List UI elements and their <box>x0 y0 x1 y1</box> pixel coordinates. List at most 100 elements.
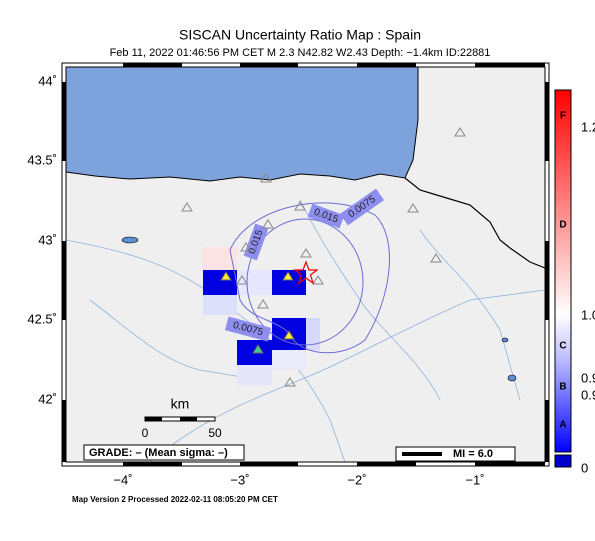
map-shape <box>357 462 416 466</box>
map-shape <box>240 63 298 67</box>
map-shape <box>145 417 162 421</box>
lat-label: 43.5˚ <box>27 152 57 167</box>
map-shape <box>306 318 320 350</box>
river <box>89 299 261 381</box>
map-shape <box>357 63 416 67</box>
lat-label: 44˚ <box>38 73 57 88</box>
lon-label: −3˚ <box>230 472 249 487</box>
map-shape <box>224 316 272 342</box>
map-shape <box>282 271 294 281</box>
map-shape: F D C B A <box>559 111 566 431</box>
epicenter <box>293 260 319 285</box>
contour-labels: 0.0075 0.015 0.015 0.0075 <box>224 188 385 342</box>
map-shape: 0.015 <box>307 203 345 229</box>
map-shape <box>220 271 232 281</box>
map-shape <box>62 82 66 161</box>
scale-unit: km <box>171 396 190 412</box>
map-shape <box>294 201 306 211</box>
map-shape <box>123 63 182 67</box>
grade-label: C <box>559 341 566 352</box>
map-body: 0.0075 0.015 0.015 0.0075 km 0 50 <box>66 67 545 462</box>
map-shape <box>262 219 274 229</box>
map-shape <box>203 270 237 295</box>
mi-box <box>395 446 516 462</box>
map-shape <box>545 241 549 320</box>
scale-bar: km 0 50 <box>142 396 222 440</box>
map-shape <box>180 417 197 421</box>
sea <box>66 67 419 182</box>
river <box>149 289 545 462</box>
lon-label: −2˚ <box>347 472 366 487</box>
colorbar-tick: 1.2 <box>581 119 595 134</box>
lat-labels: 44˚ 43.5˚ 43˚ 42.5˚ 42˚ <box>27 73 57 406</box>
map-shape <box>545 400 549 462</box>
map-shape <box>430 253 442 263</box>
lat-label: 42˚ <box>38 391 57 406</box>
title: SISCAN Uncertainty Ratio Map : Spain <box>179 27 421 43</box>
map-shape <box>246 218 364 346</box>
map-shape <box>300 248 312 258</box>
lake <box>507 374 517 382</box>
map-shape <box>307 203 345 229</box>
map-shape <box>181 202 193 212</box>
map-shape <box>545 82 549 161</box>
lat-label: 42.5˚ <box>27 311 57 326</box>
lon-label: −1˚ <box>465 472 484 487</box>
grade-box <box>83 444 245 461</box>
map-shape: 0.0075 <box>224 316 272 342</box>
colorbar-tick: 0.9 <box>581 370 595 385</box>
map-shape <box>283 330 295 340</box>
colorbar-min <box>554 454 572 468</box>
map-shape <box>240 462 298 466</box>
scale-tick: 50 <box>208 426 222 440</box>
map-shape: 1.2 1.0 0.9 0.9 0 <box>581 119 595 475</box>
lon-label: −4˚ <box>113 472 132 487</box>
colorbar-tick: 0 <box>581 460 588 475</box>
map-shape <box>407 203 419 213</box>
colorbar-gradient <box>554 89 572 453</box>
grade-label: F <box>560 111 566 122</box>
map-shape <box>229 202 390 354</box>
map-shape <box>203 247 237 270</box>
mi-label: MI = 6.0 <box>453 448 493 460</box>
map-shape <box>475 462 545 466</box>
colorbar: F D C B A 1.2 1.0 0.9 0.9 0 <box>554 89 595 475</box>
scale-tick: 0 <box>142 426 149 440</box>
map-shape <box>454 127 466 137</box>
map-shape <box>257 299 269 309</box>
map-shape <box>203 295 237 315</box>
stations <box>181 127 466 387</box>
map-shape <box>475 63 545 67</box>
subtitle: Feb 11, 2022 01:46:56 PM CET M 2.3 N42.8… <box>110 47 491 59</box>
map-shape <box>237 270 272 295</box>
river <box>299 199 441 401</box>
lon-labels: −4˚ −3˚ −2˚ −1˚ <box>113 472 484 487</box>
border <box>404 177 545 269</box>
map-shape <box>272 350 306 370</box>
map-shape <box>240 242 252 252</box>
map-shape <box>339 188 385 226</box>
colorbar-tick: 1.0 <box>581 307 595 322</box>
map-shape <box>236 275 248 285</box>
grade-label: D <box>559 220 566 231</box>
lake <box>501 337 509 343</box>
map-shape <box>252 344 264 354</box>
grade: GRADE: – (Mean sigma: –) <box>89 447 228 459</box>
grade-label: A <box>559 420 566 431</box>
map-shape <box>62 241 66 320</box>
contours <box>229 202 390 354</box>
colorbar-tick: 0.9 <box>581 387 595 402</box>
grade-label: B <box>559 382 566 393</box>
map-shape <box>62 63 549 466</box>
lake <box>121 236 139 244</box>
footer: Map Version 2 Processed 2022-02-11 08:05… <box>72 495 278 504</box>
map-frame <box>61 62 550 467</box>
map-shape <box>123 462 182 466</box>
river <box>419 229 521 401</box>
map-shape <box>284 377 296 387</box>
map-shape <box>312 275 324 285</box>
map-shape <box>260 173 272 183</box>
map-shape <box>62 400 66 462</box>
map-shape <box>237 365 272 385</box>
